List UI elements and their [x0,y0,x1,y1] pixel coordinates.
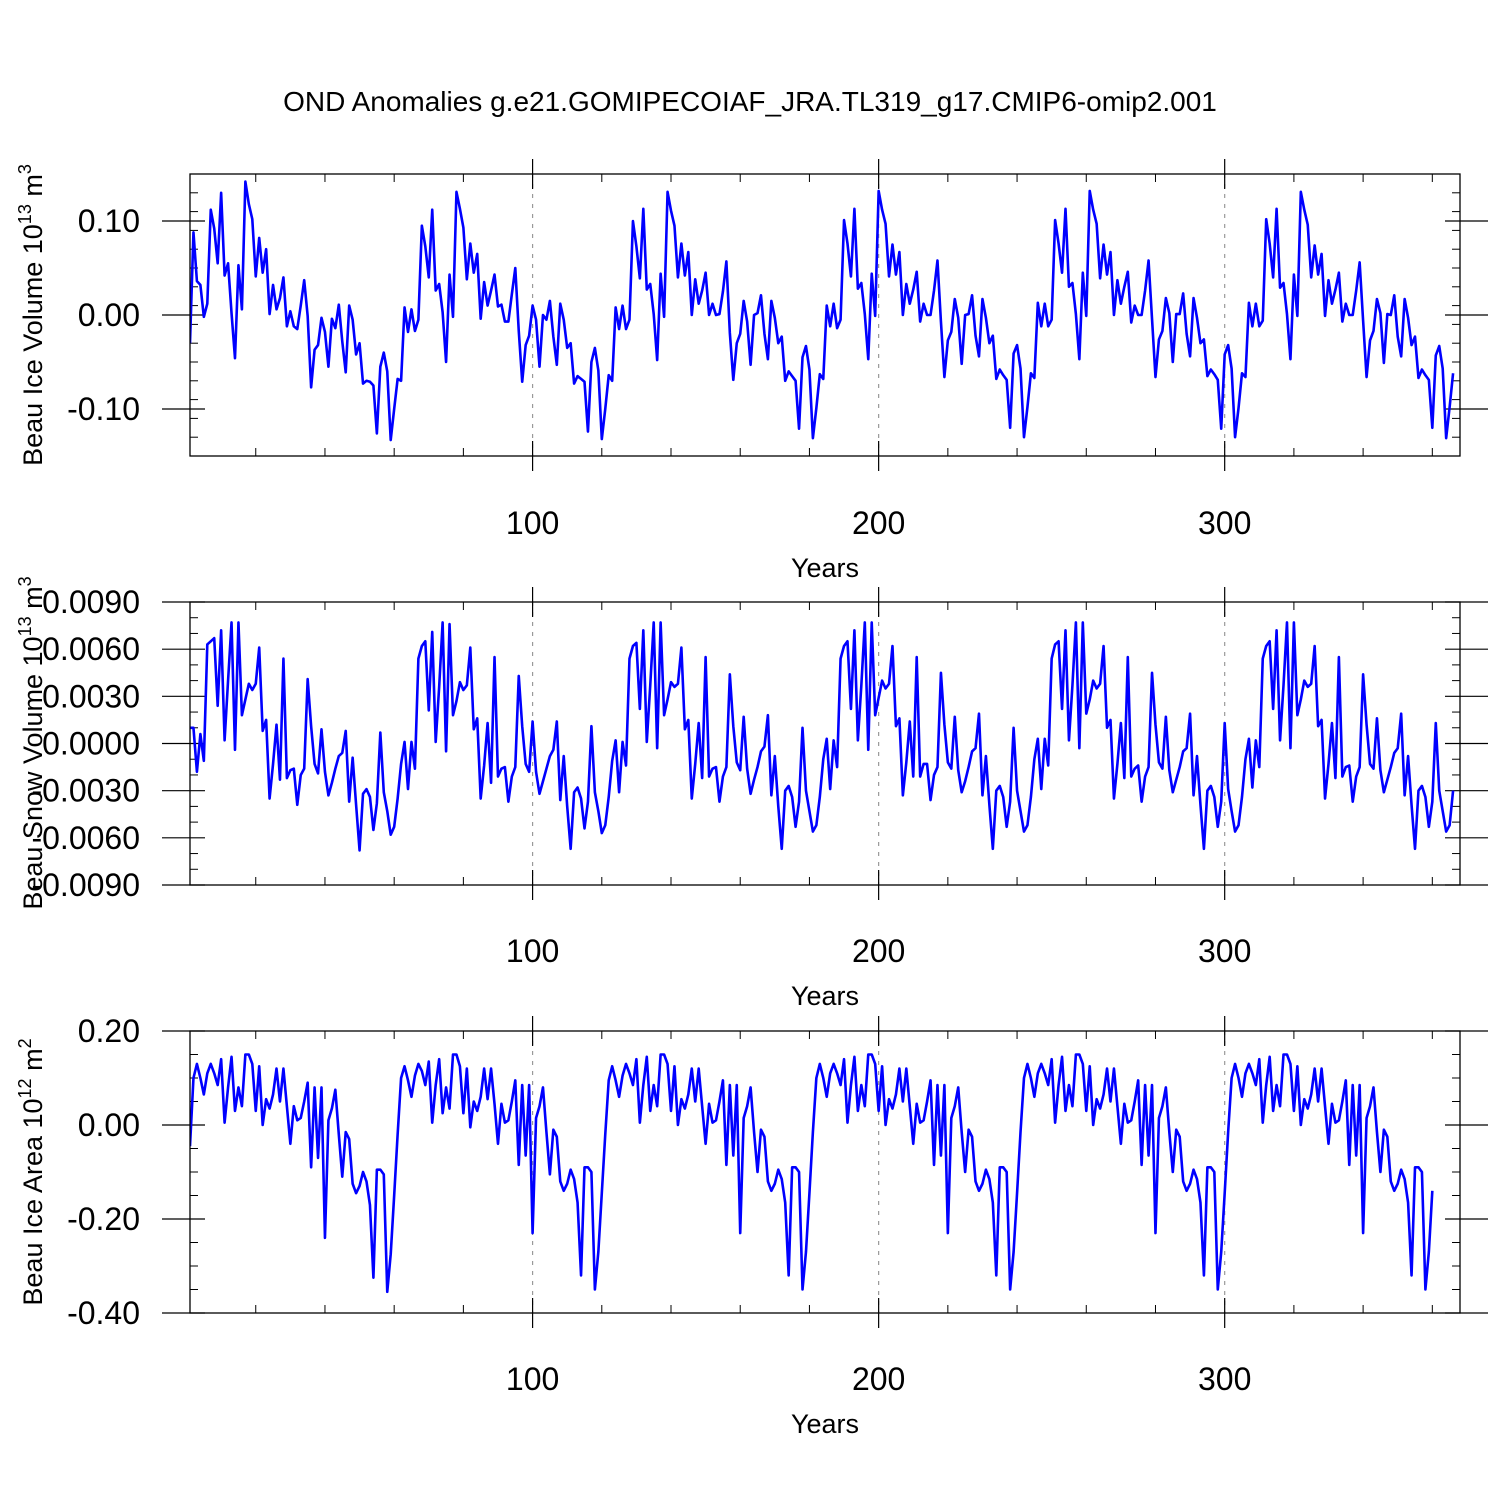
y-tick-label: 0.00 [78,297,140,333]
y-tick-label: 0.0000 [42,726,140,762]
x-tick-label: 100 [506,1361,559,1397]
y-axis-label-text: Beau Ice Area 10 [18,1098,48,1305]
x-tick-label: 200 [852,933,905,969]
y-tick-label: 0.0090 [42,584,140,620]
y-tick-label: -0.0060 [31,820,140,856]
plot-frame [189,173,1461,457]
y-axis-label: Beau Ice Area 1012 m2 [15,1038,48,1305]
y-tick-label: 0.00 [78,1107,140,1143]
y-axis-label-superscript: 12 [15,1078,35,1098]
x-tick-label: 100 [506,933,559,969]
y-tick-label: 0.0060 [42,631,140,667]
y-tick-label: 0.0030 [42,678,140,714]
y-tick-label: -0.10 [67,391,140,427]
y-axis-label-text: Beau Snow Volume 10 [18,636,48,909]
x-axis-label: Years [791,1409,859,1439]
x-tick-label: 100 [506,505,559,541]
x-tick-label: 300 [1198,933,1251,969]
y-axis-label: Beau Ice Volume 1013 m3 [15,164,48,466]
x-tick-label: 200 [852,1361,905,1397]
figure-title: OND Anomalies g.e21.GOMIPECOIAF_JRA.TL31… [283,86,1217,117]
y-axis-label-superscript: 13 [15,204,35,224]
y-axis-label-superscript: 3 [15,164,35,174]
y-tick-label: -0.20 [67,1201,140,1237]
y-tick-label: 0.20 [78,1013,140,1049]
y-axis-label-text: m [18,586,48,616]
panel-1: 100 200 300 -0.10 0.00 0.10 Years Beau Ice Volu… [15,159,1488,583]
y-axis-label-text: m [18,1048,48,1078]
series-line-beau-snow-volume [190,621,1455,852]
panel-3: 100 200 300 -0.40 -0.20 0.00 0.20 Years Beau Ice… [15,1013,1488,1439]
panel-2: 100 200 300 -0.0090 -0.0060 -0.0030 0.0000 0.00… [15,576,1488,1011]
y-tick-label: -0.0030 [31,773,140,809]
x-tick-label: 300 [1198,505,1251,541]
plot-frame [189,601,1461,886]
x-axis-label: Years [791,981,859,1011]
y-axis-label: Beau Snow Volume 1013 m3 [15,576,48,909]
y-axis-label-text: m [18,174,48,204]
y-axis-label-superscript: 2 [15,1038,35,1048]
series-line-beau-ice-volume [190,180,1455,442]
y-tick-label: -0.0090 [31,867,140,903]
y-axis-label-superscript: 3 [15,576,35,586]
x-axis-label: Years [791,553,859,583]
y-axis-label-superscript: 13 [15,616,35,636]
y-tick-label: 0.10 [78,203,140,239]
x-tick-label: 300 [1198,1361,1251,1397]
series-line-beau-ice-area [190,1053,1434,1294]
plot-frame [189,1030,1461,1314]
x-tick-label: 200 [852,505,905,541]
y-tick-label: -0.40 [67,1295,140,1331]
y-axis-label-text: Beau Ice Volume 10 [18,224,48,466]
